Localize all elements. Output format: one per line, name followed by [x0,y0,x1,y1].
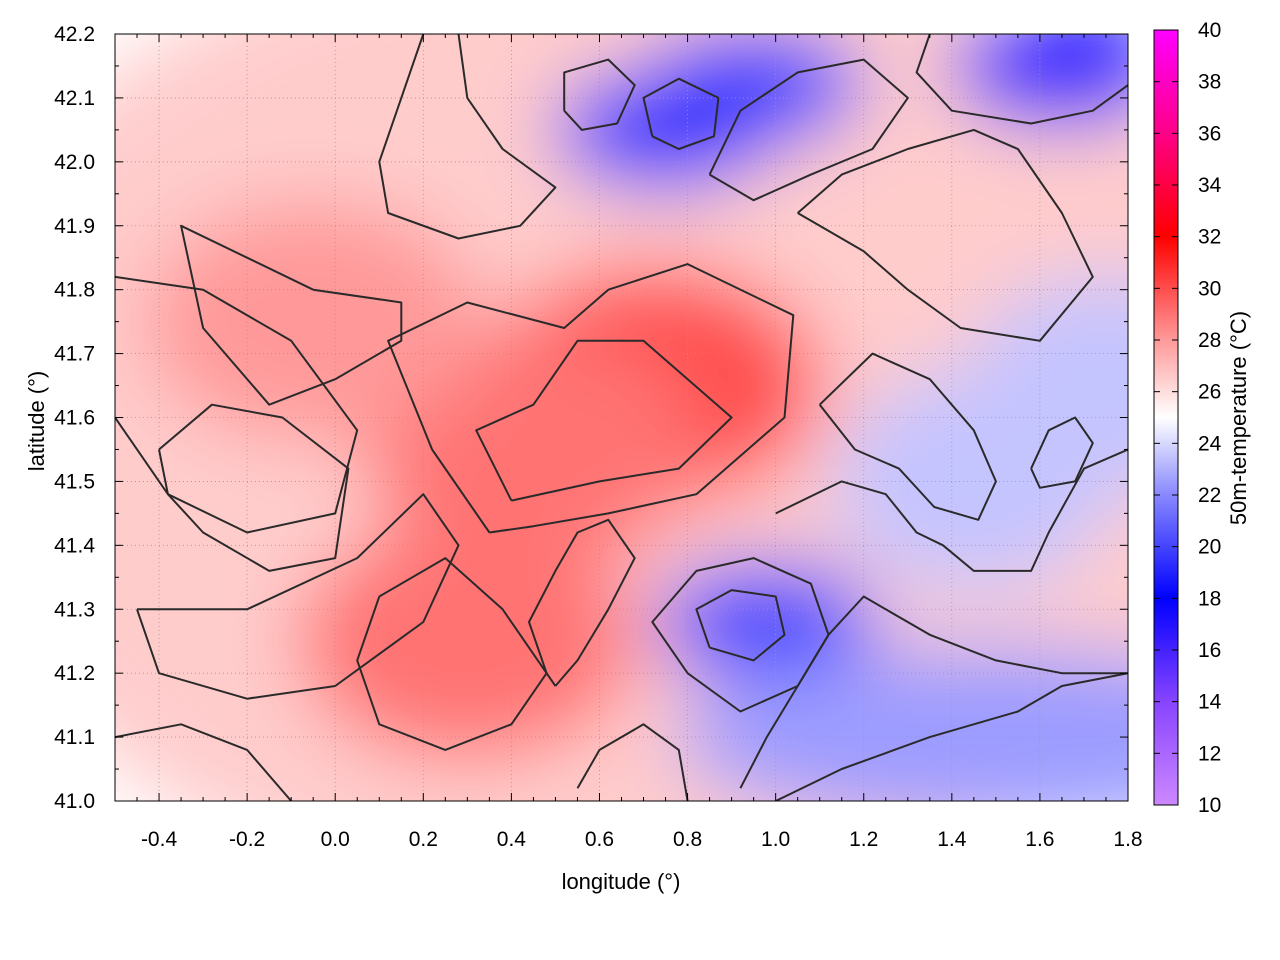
contour-line [642,77,720,150]
y-tick-label: 41.6 [54,407,95,430]
colorbar-gradient [1153,29,1179,806]
y-tick-label: 41.7 [54,343,95,366]
x-tick-label: 0.2 [409,828,438,851]
x-tick-label: 0.0 [321,828,350,851]
y-tick-label: 41.2 [54,662,95,685]
contour-lines [115,34,1128,801]
contour-line [528,518,636,687]
colorbar-label: 50m-temperature (°C) [1226,311,1251,525]
colorbar-tick-label: 32 [1198,226,1221,249]
colorbar-tick-label: 40 [1198,19,1221,42]
contour-line [708,58,909,202]
y-tick-label: 41.3 [54,598,95,621]
heat-region [656,562,877,683]
contour-line [115,275,359,534]
x-tick-label: 1.2 [849,828,878,851]
contour-line [775,672,1128,801]
contour-line [775,448,1128,572]
x-tick-label: 1.8 [1113,828,1142,851]
colorbar-tick-label: 36 [1198,122,1221,145]
contour-line [1030,416,1094,489]
x-tick-label: 0.4 [497,828,527,851]
colorbar-tick-label: 26 [1198,381,1221,404]
y-axis: 41.0 41.1 41.2 41.3 41.4 41.5 41.6 41.7 41.8 41.9… [54,23,1128,813]
y-tick-label: 41.4 [54,534,95,557]
x-tick-label: 1.6 [1025,828,1054,851]
colorbar-tick-label: 16 [1198,639,1221,662]
y-axis-label: latitude (°) [24,371,49,472]
contour-line [378,34,557,240]
colorbar-tick-label: 34 [1198,174,1222,197]
colorbar-tick-label: 22 [1198,484,1221,507]
contour-line [387,263,795,534]
grid [115,34,1128,801]
heat-region [143,201,484,442]
contour-line [818,352,997,521]
contour-line [651,557,830,713]
contour-line [180,224,403,406]
y-tick-label: 41.8 [54,279,95,302]
contour-line [115,723,292,801]
colorbar-tick-label: 30 [1198,277,1221,300]
colorbar-tick-label: 14 [1198,691,1222,714]
y-tick-label: 41.1 [54,726,95,749]
colorbar-ticks: 10 12 14 16 18 20 22 24 26 28 30 32 34 36 38 40 [1154,19,1222,817]
heat-region [555,69,776,190]
contour-line [915,34,1128,125]
colorbar-tick-label: 38 [1198,71,1221,94]
y-tick-label: 41.9 [54,215,95,238]
heat-region [675,647,1128,801]
colorbar-tick-label: 20 [1198,536,1221,559]
y-tick-label: 41.5 [54,470,95,493]
x-tick-label: 1.4 [937,828,967,851]
heat-region [966,275,1128,496]
colorbar-tick-label: 10 [1198,794,1221,817]
y-tick-label: 42.1 [54,87,95,110]
x-tick-label: -0.4 [141,828,178,851]
x-tick-label: -0.2 [229,828,265,851]
heat-region [951,34,1128,126]
heat-region [297,521,638,762]
x-axis-label: longitude (°) [562,869,681,894]
contour-line [563,58,636,131]
contour-line [356,557,548,751]
x-tick-label: 0.8 [673,828,702,851]
contour-line [475,339,733,502]
contour-line [797,128,1094,342]
y-tick-label: 42.0 [54,151,95,174]
contour-line [695,589,786,662]
contour-line [739,595,1128,789]
contour-line [576,723,689,801]
heat-field [115,34,1128,801]
colorbar-tick-label: 18 [1198,587,1221,610]
colorbar-tick-label: 28 [1198,329,1221,352]
plot-area [114,33,1129,802]
colorbar: 10 12 14 16 18 20 22 24 26 28 30 32 34 36 38 40 50m-tem… [1153,19,1251,817]
colorbar-tick-label: 12 [1198,742,1221,765]
contour-line [158,403,350,572]
x-axis: -0.4 -0.2 0.0 0.2 0.4 0.6 0.8 1.0 1.2 1.4 1.6 1.8 [114,34,1143,851]
colorbar-tick-label: 24 [1198,432,1222,455]
x-tick-label: 1.0 [761,828,790,851]
x-tick-label: 0.6 [585,828,614,851]
contour-line [136,493,460,700]
y-tick-label: 42.2 [54,23,95,46]
y-tick-label: 41.0 [54,790,95,813]
